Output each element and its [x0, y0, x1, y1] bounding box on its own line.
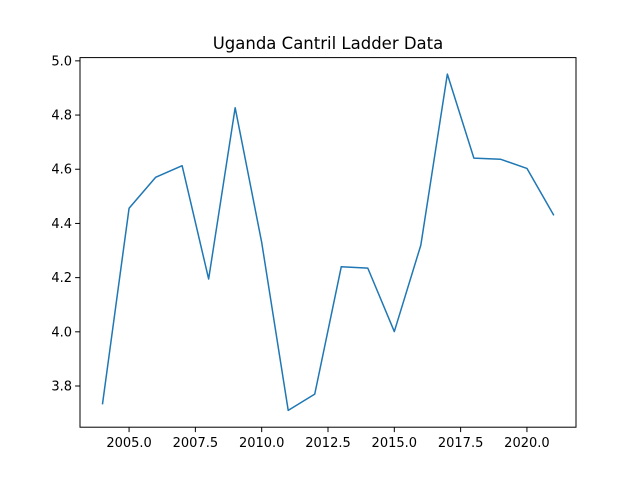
plot-series — [101, 73, 555, 412]
y-tick-label: 5.0 — [51, 54, 72, 69]
y-axis: 3.8 4.0 4.2 4.4 4.6 4.8 5.0 — [51, 54, 80, 395]
x-axis: 2005.0 2007.5 2010.0 2012.5 2015.0 2017.5 2020… — [106, 427, 550, 451]
x-tick-label: 2020.0 — [504, 436, 550, 451]
x-tick-label: 2012.5 — [305, 436, 351, 451]
x-tick-label: 2015.0 — [372, 436, 418, 451]
x-tick-label: 2005.0 — [106, 436, 152, 451]
y-tick-label: 4.2 — [51, 271, 72, 286]
y-tick-label: 3.8 — [51, 380, 72, 395]
y-tick-label: 4.0 — [51, 325, 72, 340]
chart-title: Uganda Cantril Ladder Data — [213, 34, 444, 53]
y-tick-label: 4.6 — [51, 163, 72, 178]
plot-frame — [79, 57, 577, 428]
y-tick-label: 4.8 — [51, 109, 72, 124]
series-line — [101, 73, 555, 412]
x-tick-label: 2010.0 — [239, 436, 285, 451]
y-tick-label: 4.4 — [51, 217, 72, 232]
x-tick-label: 2007.5 — [173, 436, 219, 451]
x-tick-label: 2017.5 — [438, 436, 484, 451]
